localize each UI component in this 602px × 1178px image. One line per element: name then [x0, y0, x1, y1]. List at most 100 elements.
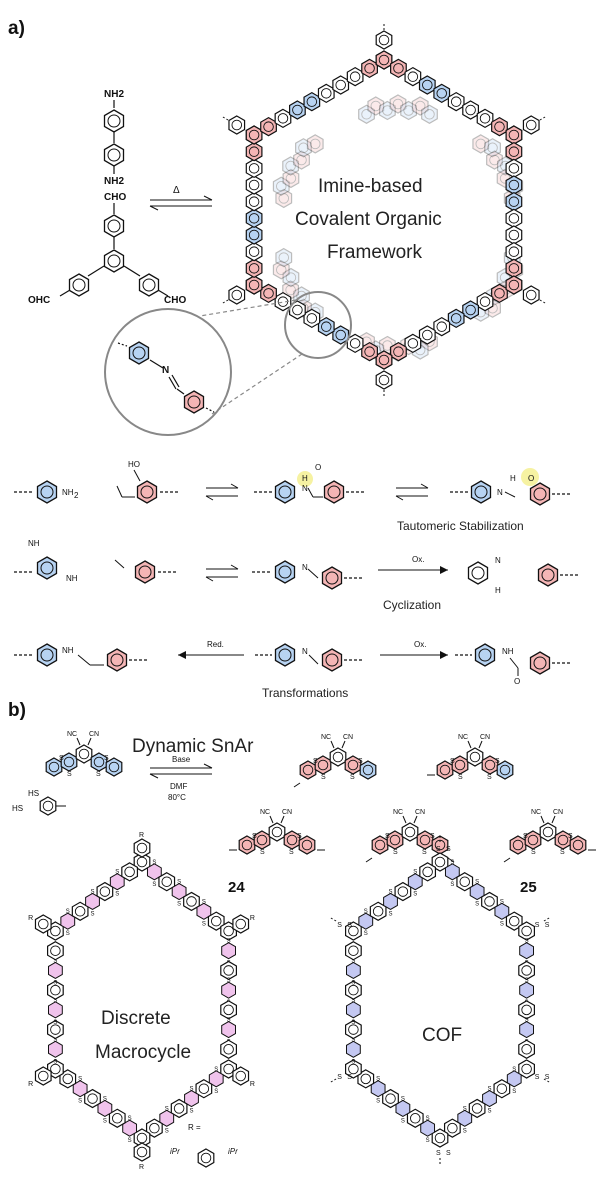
row2-n: N	[302, 563, 308, 572]
row1-h: H	[302, 474, 308, 483]
sulfur-label: S	[103, 1118, 107, 1124]
sulfur-label: S	[214, 1089, 218, 1095]
sulfur-label: S	[347, 922, 352, 929]
sulfur-label: S	[202, 899, 206, 905]
framework-ring	[245, 125, 263, 145]
sulfur-label: S	[525, 939, 529, 945]
framework-ring	[121, 862, 139, 882]
framework-ring	[245, 208, 263, 228]
sulfur-label: S	[560, 849, 565, 856]
sulfur-label: S	[67, 771, 72, 778]
sulfur-label: S	[450, 882, 454, 888]
sulfur-label: S	[512, 1067, 516, 1073]
sulfur-label: S	[358, 758, 363, 765]
vertex-branch-ring	[522, 285, 540, 305]
nitrile-label: CN	[343, 734, 353, 741]
faded-ring	[275, 248, 293, 268]
sulfur-label: S	[436, 846, 441, 853]
framework-ring	[476, 292, 494, 312]
sulfur-label: S	[177, 902, 181, 908]
row3-n: N	[302, 647, 308, 656]
diamine-monomer: NH2 NH2	[103, 89, 124, 187]
sulfur-label: S	[152, 882, 156, 888]
sulfur-label: S	[446, 846, 451, 853]
vertex-branch-ring	[522, 115, 540, 135]
row2-nh2-top: NH	[28, 539, 40, 548]
row2-ox: Ox.	[412, 555, 424, 564]
framework-ring	[519, 1021, 535, 1039]
sulfur-label: S	[389, 911, 393, 917]
r-group-label: R	[28, 915, 33, 922]
row1-o2: O	[528, 474, 534, 483]
nitrile-bond	[269, 815, 274, 824]
imine-zoom: N	[104, 291, 352, 436]
sulfur-label: S	[475, 902, 479, 908]
nitrile-label: NC	[260, 809, 270, 816]
sulfur-label: S	[53, 1059, 57, 1065]
cho-right-label: CHO	[164, 295, 186, 306]
sulfur-label: S	[389, 889, 393, 895]
row1-n2: N	[497, 488, 503, 497]
framework-ring	[505, 192, 523, 212]
imide-ring	[232, 914, 250, 934]
macrocycle-24: SSSSSSRSSSSSSRSSSSSSRSSSSSSRSSSSSSRSSSSS…	[28, 832, 255, 1171]
snar-title: Dynamic SnAr	[132, 736, 254, 757]
heat-label: Δ	[173, 185, 180, 196]
thiol-top: HS	[28, 789, 39, 798]
framework-ring	[404, 67, 422, 87]
framework-ring	[519, 942, 535, 960]
sulfur-label: S	[260, 849, 265, 856]
cof-title-line-2: Covalent Organic	[295, 209, 442, 230]
framework-ring	[505, 158, 523, 178]
sulfur-label: S	[214, 1067, 218, 1073]
framework-ring	[317, 83, 335, 103]
framework-ring	[245, 192, 263, 212]
cof-25-text: COF	[422, 1025, 462, 1046]
framework-ring	[245, 242, 263, 262]
sulfur-label: S	[512, 1089, 516, 1095]
nitrile-label: NC	[321, 734, 331, 741]
amine-bottom-label: NH2	[104, 176, 124, 187]
nitrile-bond	[478, 740, 483, 749]
row3-red: Red.	[207, 640, 224, 649]
framework-ring	[245, 275, 263, 295]
imide-ring	[133, 838, 151, 858]
sulfur-label: S	[337, 922, 342, 929]
sulfur-label: S	[500, 899, 504, 905]
framework-ring	[245, 225, 263, 245]
sulfur-label: S	[227, 939, 231, 945]
sulfur-label: S	[66, 931, 70, 937]
sulfur-label: S	[525, 978, 529, 984]
sulfur-label: S	[351, 1059, 355, 1065]
sulfur-label: S	[523, 833, 528, 840]
sulfur-label: S	[189, 1087, 193, 1093]
row1-o: O	[315, 463, 321, 472]
framework-ring	[288, 100, 306, 120]
sulfur-label: S	[487, 774, 492, 781]
extension-bond	[328, 916, 337, 922]
macrocycle-line-2: Macrocycle	[95, 1042, 191, 1063]
sulfur-label: S	[376, 1099, 380, 1105]
sulfur-label: S	[376, 1077, 380, 1083]
framework-ring	[221, 1021, 237, 1039]
snar-reaction: Dynamic SnAr Base DMF 80°C HS HS	[12, 736, 254, 816]
methyl-bond	[503, 857, 511, 863]
framework-ring	[447, 308, 465, 328]
central-ring	[401, 822, 419, 842]
faded-ring	[421, 104, 438, 124]
framework-ring	[345, 1040, 361, 1058]
framework-ring	[505, 258, 523, 278]
row3-nh: NH	[62, 646, 74, 655]
framework-ring	[47, 961, 63, 979]
framework-ring	[518, 960, 536, 981]
sulfur-label: S	[128, 1116, 132, 1122]
nitrile-bond	[467, 740, 472, 749]
sulfur-label: S	[413, 870, 417, 876]
sulfur-label: S	[351, 998, 355, 1004]
framework-ring	[462, 300, 480, 320]
sulfur-label: S	[351, 958, 355, 964]
cho-top-label: CHO	[104, 192, 126, 203]
cof-title-line-3: Framework	[327, 242, 423, 263]
sulfur-label: S	[495, 758, 500, 765]
branch-bond	[539, 115, 548, 121]
